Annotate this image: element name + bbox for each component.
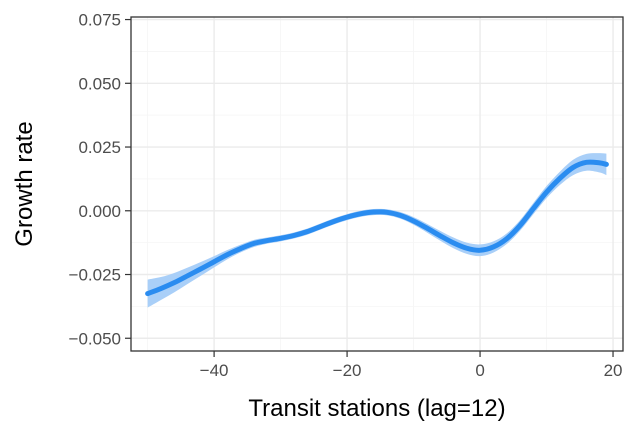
y-tick-label: 0.050 <box>78 74 121 93</box>
x-tick-label: 20 <box>604 361 623 380</box>
y-tick-label: −0.025 <box>69 266 121 285</box>
smoothed-trend-line <box>145 159 609 297</box>
y-tick-label: 0.025 <box>78 138 121 157</box>
plot-panel <box>131 17 623 351</box>
y-axis: −0.050 −0.025 0.000 0.025 0.050 0.075 <box>69 11 131 348</box>
x-axis: −40 −20 0 20 <box>200 351 623 380</box>
y-tick-label: −0.050 <box>69 329 121 348</box>
x-tick-label: −20 <box>333 361 362 380</box>
y-axis-title: Growth rate <box>11 121 38 246</box>
y-tick-label: 0.075 <box>78 11 121 30</box>
plot-panel-border <box>130 16 624 352</box>
x-axis-title: Transit stations (lag=12) <box>248 395 505 422</box>
y-tick-label: 0.000 <box>78 202 121 221</box>
x-tick-label: 0 <box>475 361 484 380</box>
x-tick-label: −40 <box>200 361 229 380</box>
